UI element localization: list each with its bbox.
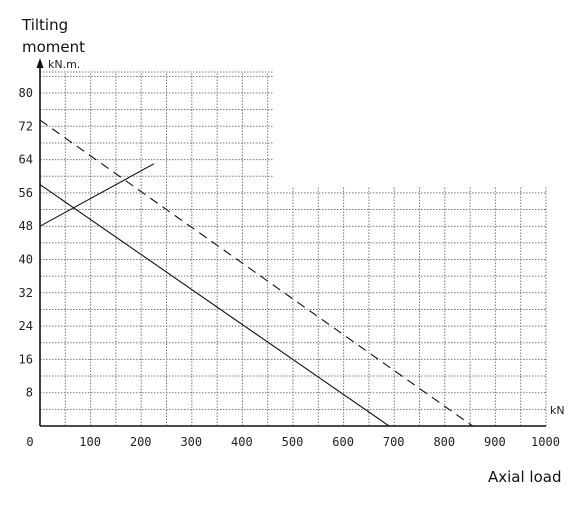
y-tick-labels: 8 16 24 32 40 48 56 64 72 80 <box>19 86 33 400</box>
y-axis-arrow-icon <box>36 58 44 68</box>
y-tick-label: 24 <box>19 319 33 333</box>
x-tick-label: 800 <box>433 435 455 449</box>
y-tick-label: 16 <box>19 352 33 366</box>
x-tick-label: 0 <box>26 435 33 449</box>
y-tick-label: 8 <box>26 386 33 400</box>
y-tick-label: 72 <box>19 119 33 133</box>
series-line-3 <box>39 163 155 227</box>
y-tick-label: 48 <box>19 219 33 233</box>
y-axis-title-line1: Tilting <box>21 16 68 34</box>
x-tick-label: 1000 <box>531 435 560 449</box>
x-tick-label: 300 <box>180 435 202 449</box>
series-line-2 <box>39 119 473 427</box>
x-tick-label: 700 <box>383 435 405 449</box>
y-tick-label: 40 <box>19 253 33 267</box>
x-tick-label: 100 <box>79 435 101 449</box>
x-tick-label: 600 <box>332 435 354 449</box>
x-tick-label: 200 <box>130 435 152 449</box>
y-tick-label: 80 <box>19 86 33 100</box>
y-axis-unit: kN.m. <box>48 58 80 71</box>
grid <box>40 71 547 426</box>
y-tick-label: 32 <box>19 286 33 300</box>
y-tick-label: 56 <box>19 186 33 200</box>
y-axis-title-line2: moment <box>22 38 85 56</box>
x-tick-label: 500 <box>282 435 304 449</box>
x-tick-label: 400 <box>231 435 253 449</box>
x-tick-label: 900 <box>484 435 506 449</box>
series-group <box>39 119 473 427</box>
x-axis-unit: kN <box>550 404 565 417</box>
series-line-1 <box>39 184 390 427</box>
x-axis-title: Axial load <box>488 468 562 486</box>
y-tick-label: 64 <box>19 153 33 167</box>
x-tick-labels: 0 100 200 300 400 500 600 700 800 900 1000 <box>26 435 560 449</box>
